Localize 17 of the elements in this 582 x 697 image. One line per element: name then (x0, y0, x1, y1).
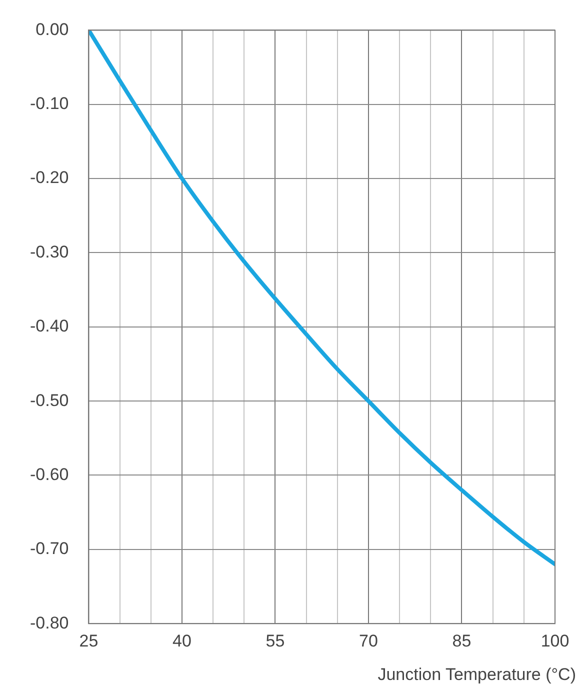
y-tick-label: -0.50 (30, 390, 69, 410)
y-tick-label: -0.30 (30, 242, 69, 262)
x-axis-title: Junction Temperature (°C) (378, 665, 576, 685)
x-tick-label: 70 (359, 631, 378, 650)
y-tick-label: -0.40 (30, 316, 69, 336)
y-tick-label: -0.20 (30, 168, 69, 188)
x-tick-label: 100 (540, 631, 570, 650)
y-tick-label: -0.80 (30, 613, 69, 632)
x-tick-label: 85 (452, 631, 472, 650)
x-tick-label: 40 (172, 631, 192, 650)
y-tick-label: -0.70 (30, 539, 69, 558)
y-tick-label: -0.10 (30, 94, 69, 114)
line-series (88, 30, 555, 566)
x-tick-label: 55 (266, 631, 285, 650)
x-tick-label: 25 (79, 631, 98, 650)
y-tick-label: 0.00 (36, 20, 69, 39)
y-tick-label: -0.60 (30, 464, 69, 484)
